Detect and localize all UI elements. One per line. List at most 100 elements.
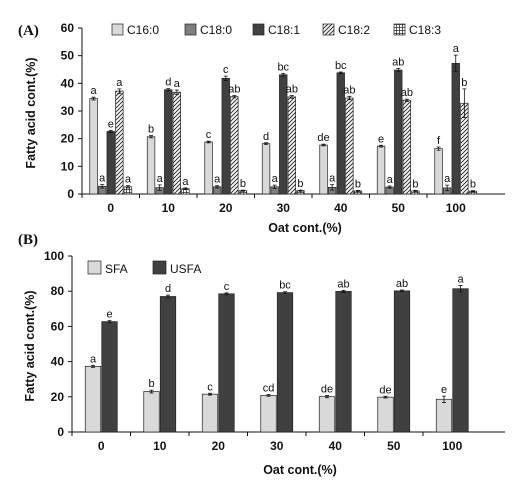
error-bar <box>183 187 188 190</box>
legend-label: C18:3 <box>409 23 441 37</box>
significance-letter: b <box>148 124 154 136</box>
error-bar <box>396 67 401 73</box>
legend-label: C16:0 <box>127 23 159 37</box>
significance-letter: ab <box>337 278 349 290</box>
error-bar <box>208 392 212 396</box>
bar <box>261 143 271 195</box>
legend-label: C18:2 <box>338 23 370 37</box>
significance-letter: a <box>444 173 451 185</box>
bar <box>335 291 352 433</box>
bar <box>106 131 115 195</box>
legend-swatch <box>393 23 406 36</box>
significance-letter: a <box>182 176 189 188</box>
error-bar <box>215 185 220 189</box>
legend-label: C18:0 <box>200 23 232 37</box>
significance-letter: de <box>379 384 391 396</box>
significance-letter: b <box>240 178 246 190</box>
error-bar <box>108 129 113 133</box>
error-bar <box>166 294 170 299</box>
legend-swatch <box>252 23 265 36</box>
significance-letter: ab <box>343 84 355 96</box>
error-bar <box>206 140 211 144</box>
x-axis-label-b: Oat cont.(%) <box>263 463 337 477</box>
error-bar <box>355 190 360 192</box>
bar <box>115 90 124 195</box>
error-bar <box>341 289 346 293</box>
significance-letter: cd <box>263 383 275 395</box>
x-tick-label: 0 <box>98 439 105 453</box>
significance-letter: bc <box>279 280 291 292</box>
significance-letter: e <box>378 133 384 145</box>
bar <box>319 144 328 195</box>
error-bar <box>157 184 162 191</box>
y-tick-label: 20 <box>51 390 65 404</box>
error-bar <box>445 184 450 192</box>
legend-label: USFA <box>170 262 201 276</box>
legend-b: SFA USFA <box>87 260 201 276</box>
y-tick-label: 40 <box>61 76 75 90</box>
y-tick-label: 50 <box>61 49 75 63</box>
significance-letter: ab <box>392 56 404 68</box>
bar <box>221 78 230 195</box>
bar <box>230 96 239 195</box>
significance-letter: b <box>355 178 361 190</box>
significance-letter: a <box>99 173 106 185</box>
significance-letter: b <box>412 178 418 190</box>
y-tick-label: 0 <box>67 187 74 201</box>
bar <box>204 141 213 195</box>
significance-letter: a <box>116 77 123 89</box>
significance-letter: ab <box>228 84 240 96</box>
error-bar <box>379 144 384 148</box>
significance-letter: de <box>321 384 333 396</box>
y-tick-label: 10 <box>61 159 75 173</box>
significance-letter: b <box>470 179 476 191</box>
error-bar <box>404 98 409 102</box>
significance-letter: a <box>157 173 164 185</box>
bar <box>218 293 235 433</box>
y-tick-label: 0 <box>57 425 64 439</box>
significance-letter: a <box>174 78 181 90</box>
error-bar <box>298 189 303 192</box>
bar <box>435 398 453 433</box>
error-bar <box>117 88 122 94</box>
bar <box>452 288 469 433</box>
error-bar <box>462 88 467 119</box>
y-tick-label: 60 <box>61 21 75 35</box>
significance-letter: c <box>206 129 212 141</box>
bar <box>345 97 354 195</box>
bar <box>318 396 336 433</box>
significance-letter: a <box>329 173 336 185</box>
significance-letter: b <box>148 378 154 390</box>
significance-letter: ab <box>396 278 408 290</box>
x-ticks-b: 0 10 20 30 40 50 100 <box>71 432 463 453</box>
error-bar <box>272 184 277 189</box>
error-bar <box>325 395 329 399</box>
error-bar <box>338 71 343 75</box>
y-tick-label: 60 <box>51 319 65 333</box>
bar <box>402 99 411 195</box>
bar <box>451 63 460 195</box>
significance-letter: a <box>457 274 464 286</box>
bar <box>276 292 294 433</box>
error-bar <box>453 54 458 73</box>
significance-letter: c <box>224 281 230 293</box>
significance-letter: d <box>263 131 269 143</box>
legend-a: C16:0 C18:0 C18:1 C18:2 C18:3 <box>111 23 441 37</box>
panel-label-b: (B) <box>18 232 38 248</box>
x-tick-label: 20 <box>212 439 226 453</box>
significance-letter: a <box>125 174 132 186</box>
x-tick-label: 20 <box>219 201 233 215</box>
x-axis-label-a: Oat cont.(%) <box>268 221 342 235</box>
significance-letter: de <box>317 132 329 144</box>
bar <box>201 393 219 433</box>
y-tick-label: 80 <box>51 284 65 298</box>
legend-swatch <box>87 260 102 275</box>
significance-letter: bc <box>335 60 347 72</box>
error-bar <box>281 72 286 77</box>
significance-letter: a <box>387 174 394 186</box>
significance-letter: d <box>165 283 171 295</box>
significance-letter: a <box>90 85 97 97</box>
bar <box>172 91 182 195</box>
y-tick-label: 20 <box>61 132 75 146</box>
significance-letter: e <box>108 118 114 130</box>
